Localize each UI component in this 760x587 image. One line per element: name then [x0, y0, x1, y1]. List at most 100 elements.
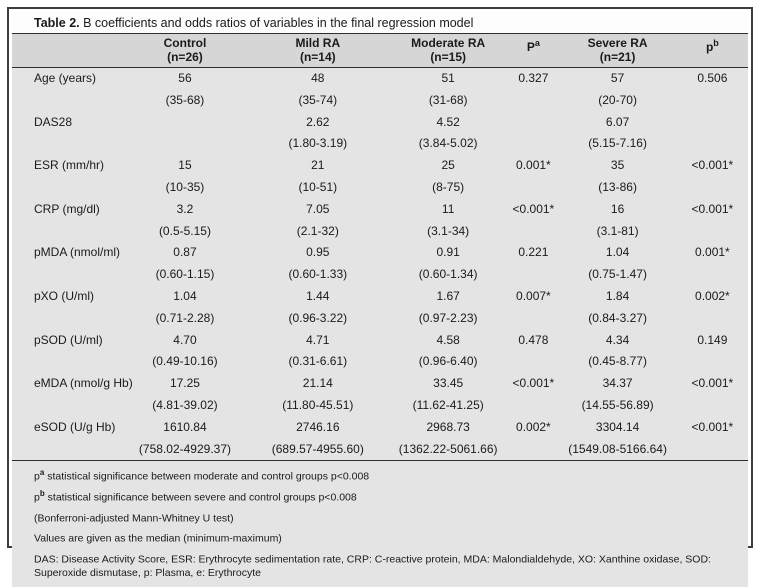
median-value: 15 [178, 158, 192, 173]
median-value: 1.84 [605, 288, 630, 303]
range-value: (3.1-34) [427, 223, 470, 238]
header-label: Control [163, 36, 207, 50]
footnote-item: (Bonferroni-adjusted Mann-Whitney U test… [34, 508, 726, 526]
range-value: (10-51) [298, 179, 338, 194]
range-value: (8-75) [432, 179, 465, 194]
median-value: 4.70 [173, 332, 197, 347]
header-grid: Control (n=26) Mild RA (n=14) Moderate R… [12, 34, 748, 67]
p-value: <0.001* [691, 376, 734, 391]
severe-ra-cell: 35 (13-86) [558, 155, 676, 199]
median-value: 7.05 [306, 201, 330, 216]
page: Table 2. B coefficients and odds ratios … [7, 7, 753, 587]
rule-above-footnotes [12, 460, 748, 462]
median-value: 56 [178, 71, 192, 85]
header-sub: (n=26) [167, 49, 203, 64]
header-cell-p-a: Pa [508, 34, 558, 67]
header-label: Moderate RA [411, 36, 486, 50]
footnote-text: Values are given as the median (minimum-… [34, 532, 282, 545]
mild-ra-cell: 0.95 (0.60-1.33) [248, 242, 388, 286]
median-value: 1.67 [436, 288, 460, 303]
footnote-superscript: b [39, 489, 45, 499]
median-value: 17.25 [169, 376, 200, 391]
p-b-cell: <0.001* [677, 373, 748, 417]
median-value: 57 [610, 71, 625, 85]
range-value: (1362.22-5061.66) [398, 441, 498, 456]
p-value: 0.002* [695, 288, 730, 303]
p-a-cell: 0.221 [508, 242, 558, 286]
median-value: 48 [311, 71, 325, 85]
median-value: 1610.84 [163, 419, 207, 434]
median-value: 4.58 [436, 332, 460, 347]
median-value: 1.44 [306, 288, 330, 303]
range-value: (0.75-1.47) [588, 267, 647, 282]
p-b-cell: 0.001* [677, 242, 748, 286]
median-value: 6.07 [605, 114, 630, 129]
table-body-section: Age (years) 56 (35-68) 48 (35-74) 51 (31… [12, 68, 748, 461]
mild-ra-cell: 21 (10-51) [248, 155, 388, 199]
moderate-ra-cell: 2968.73 (1362.22-5061.66) [388, 417, 508, 461]
median-value: 2746.16 [296, 419, 340, 434]
range-value: (35-68) [165, 92, 205, 107]
header-cell-control: Control (n=26) [122, 34, 247, 67]
control-cell: 0.87 (0.60-1.15) [122, 242, 247, 286]
severe-ra-cell: 34.37 (14.55-56.89) [558, 373, 676, 417]
range-value: (758.02-4929.37) [138, 441, 231, 456]
range-value [122, 133, 247, 155]
table-row: eSOD (U/g Hb) 1610.84 (758.02-4929.37) 2… [12, 417, 748, 461]
p-b-cell: <0.001* [677, 417, 748, 461]
range-value: (0.84-3.27) [588, 310, 647, 325]
mild-ra-cell: 2746.16 (689.57-4955.60) [248, 417, 388, 461]
p-value: <0.001* [512, 201, 555, 216]
footnote-prefix: p [34, 491, 40, 504]
range-value: (5.15-7.16) [588, 136, 647, 151]
median-value: 16 [610, 201, 625, 216]
control-cell: 1610.84 (758.02-4929.37) [122, 417, 247, 461]
median-value: 4.71 [306, 332, 330, 347]
range-value: (31-68) [428, 92, 468, 107]
footnote-item: Values are given as the median (minimum-… [34, 528, 726, 546]
median-value: 3.2 [176, 201, 194, 216]
p-value: 0.506 [697, 71, 728, 85]
median-value: 51 [441, 71, 455, 85]
header-superscript: b [713, 38, 719, 48]
header-label: Mild RA [295, 36, 341, 50]
p-value: <0.001* [691, 419, 734, 434]
mild-ra-cell: 1.44 (0.96-3.22) [248, 286, 388, 330]
p-value: <0.001* [691, 158, 734, 173]
moderate-ra-cell: 33.45 (11.62-41.25) [388, 373, 508, 417]
p-a-cell: 0.007* [508, 286, 558, 330]
severe-ra-cell: 16 (3.1-81) [558, 199, 676, 243]
header-label: Severe RA [587, 36, 648, 50]
table-body: Age (years) 56 (35-68) 48 (35-74) 51 (31… [12, 68, 748, 460]
range-value: (689.57-4955.60) [271, 441, 364, 456]
range-value: (14.55-56.89) [581, 397, 654, 412]
variable-label-cell: CRP (mg/dl) [12, 199, 122, 243]
p-value: 0.149 [697, 332, 728, 347]
median-value: 3304.14 [595, 419, 640, 434]
header-cell-variable [12, 34, 122, 67]
variable-label-cell: pXO (U/ml) [12, 286, 122, 330]
p-a-cell: <0.001* [508, 373, 558, 417]
range-value: (11.80-45.51) [282, 397, 354, 412]
table-title-text: B coefficients and odds ratios of variab… [79, 16, 474, 30]
control-cell: 15 (10-35) [122, 155, 247, 199]
median-value: 1.04 [605, 245, 630, 260]
control-cell: 17.25 (4.81-39.02) [122, 373, 247, 417]
rule-under-title [12, 33, 748, 34]
header-label: p [705, 40, 714, 54]
variable-label-cell: eSOD (U/g Hb) [12, 417, 122, 461]
severe-ra-cell: 1.04 (0.75-1.47) [558, 242, 676, 286]
median-value: 21 [311, 158, 325, 173]
footnote-item: DAS: Disease Activity Score, ESR: Erythr… [34, 549, 726, 580]
variable-label-cell: ESR (mm/hr) [12, 155, 122, 199]
variable-label: pSOD (U/ml) [34, 332, 103, 347]
median-value: 33.45 [433, 376, 464, 391]
median-value: 0.95 [306, 245, 330, 260]
header-cell-mild-ra: Mild RA (n=14) [248, 34, 388, 67]
range-value: (1.80-3.19) [288, 136, 348, 151]
control-cell: 1.04 (0.71-2.28) [122, 286, 247, 330]
variable-label-cell: pMDA (nmol/ml) [12, 242, 122, 286]
moderate-ra-cell: 11 (3.1-34) [388, 199, 508, 243]
median-value: 34.37 [602, 376, 633, 391]
data-grid: Age (years) 56 (35-68) 48 (35-74) 51 (31… [12, 68, 748, 460]
